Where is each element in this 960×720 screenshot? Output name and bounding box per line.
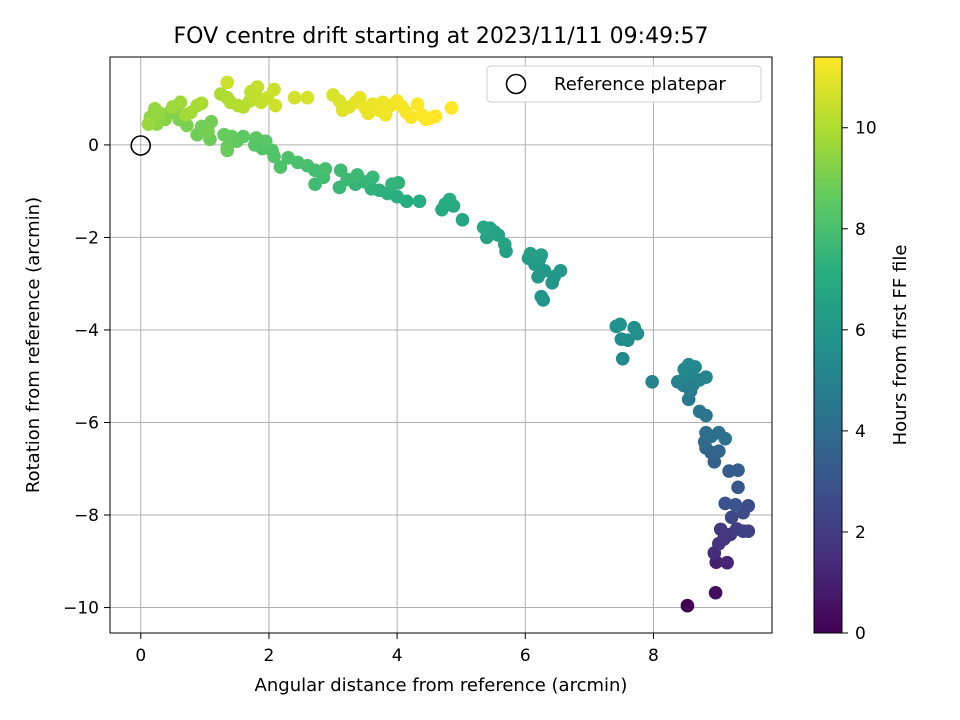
x-axis-ticks: 0 2 4 6 8: [135, 633, 659, 666]
data-point: [476, 220, 491, 235]
data-point: [267, 82, 281, 97]
x-axis-label: Angular distance from reference (arcmin): [255, 675, 628, 696]
data-point: [365, 170, 380, 185]
y-tick-label: −6: [74, 413, 99, 433]
data-point: [220, 75, 235, 90]
data-point: [250, 80, 265, 94]
data-point: [442, 192, 457, 207]
data-point: [534, 289, 549, 304]
plot-frame: [109, 56, 773, 634]
reference-marker: [130, 135, 151, 156]
data-point: [692, 404, 707, 419]
data-point: [621, 333, 635, 347]
data-point: [731, 480, 745, 495]
data-point: [724, 510, 739, 525]
data-point: [615, 351, 630, 366]
data-point: [435, 202, 449, 217]
data-point: [708, 585, 723, 600]
data-point: [720, 555, 734, 570]
data-point: [353, 90, 367, 105]
legend-label: Reference platepar: [554, 74, 726, 95]
data-point: [268, 98, 283, 113]
y-tick-label: −4: [74, 321, 99, 341]
y-tick-label: −8: [74, 506, 99, 526]
data-point: [148, 102, 162, 116]
legend-marker-icon: [505, 73, 527, 95]
data-point: [699, 370, 713, 384]
colorbar-frame: [813, 56, 843, 634]
legend: Reference platepar: [486, 65, 762, 103]
data-point: [712, 444, 726, 458]
x-tick-label: 6: [520, 646, 531, 666]
x-tick-label: 8: [648, 646, 659, 666]
data-point: [220, 143, 235, 158]
data-point: [444, 101, 459, 115]
colorbar-tick-label: 6: [855, 321, 866, 341]
data-point: [718, 431, 733, 446]
x-tick-label: 0: [135, 646, 146, 666]
data-point: [680, 598, 695, 613]
data-point: [273, 160, 288, 174]
data-point: [731, 463, 745, 477]
x-tick-label: 2: [264, 646, 275, 666]
colorbar-ticks: 0 2 4 6 8 10: [842, 119, 877, 644]
colorbar-tick-label: 0: [855, 624, 866, 644]
data-point: [217, 127, 231, 142]
data-point: [645, 374, 659, 389]
data-point: [523, 246, 538, 261]
y-tick-label: −2: [74, 228, 99, 248]
y-tick-label: −10: [63, 599, 99, 619]
data-point: [385, 177, 399, 192]
y-axis-ticks: −10 −8 −6 −4 −2 0: [63, 136, 110, 619]
y-axis-label: Rotation from reference (arcmin): [23, 197, 44, 493]
data-point: [201, 124, 215, 138]
colorbar-tick-label: 2: [855, 523, 866, 543]
data-point: [718, 496, 733, 511]
data-point: [537, 263, 552, 278]
data-point: [627, 320, 642, 335]
colorbar-gradient: [814, 57, 842, 633]
x-tick-label: 4: [392, 646, 403, 666]
data-point: [410, 97, 425, 111]
data-point: [281, 151, 295, 165]
data-point: [141, 117, 156, 131]
colorbar-tick-label: 4: [855, 422, 866, 442]
data-point: [677, 362, 692, 377]
data-point: [333, 163, 348, 178]
chart-title: FOV centre drift starting at 2023/11/11 …: [174, 24, 709, 49]
data-point: [455, 213, 470, 227]
data-point: [553, 263, 568, 278]
y-tick-label: 0: [88, 136, 99, 156]
colorbar-tick-label: 8: [855, 220, 866, 240]
data-point: [350, 168, 365, 182]
legend-box: [486, 65, 762, 103]
data-point: [713, 522, 728, 537]
data-point: [613, 317, 627, 332]
colorbar-label: Hours from first FF file: [890, 245, 911, 446]
data-point: [534, 248, 549, 262]
data-point: [287, 90, 302, 105]
data-point: [741, 498, 756, 513]
data-point: [249, 131, 263, 145]
data-point: [173, 95, 188, 110]
data-point: [300, 90, 315, 105]
data-point: [404, 110, 419, 124]
data-point: [741, 524, 756, 539]
data-points: [141, 75, 756, 613]
colorbar: 0 2 4 6 8 10 Hours from first FF file: [813, 56, 911, 644]
data-point: [728, 498, 743, 512]
colorbar-tick-label: 10: [855, 119, 877, 139]
data-point: [412, 194, 427, 209]
data-point: [318, 162, 333, 176]
data-point: [194, 96, 209, 111]
data-point: [428, 109, 443, 124]
data-point: [699, 425, 713, 440]
